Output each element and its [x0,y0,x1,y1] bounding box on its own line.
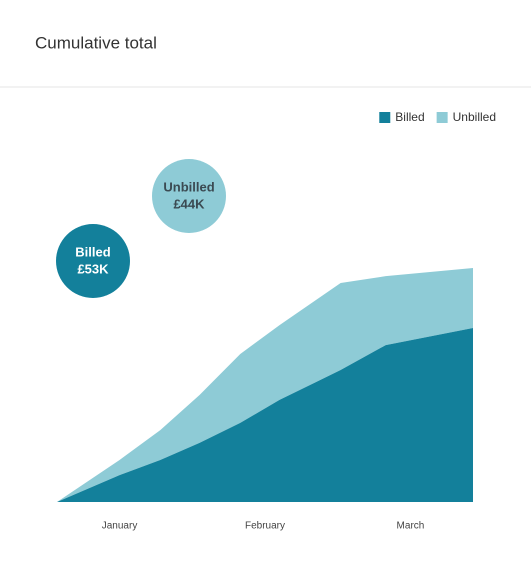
bubble-label: Unbilled [163,179,214,194]
legend-label: Unbilled [453,110,496,124]
bubble [56,224,130,298]
area [57,328,473,502]
bubble [152,159,226,233]
card-title: Cumulative total [35,33,157,52]
legend-swatch [436,112,448,123]
x-tick-label: January [102,521,138,532]
legend-swatch [379,112,391,123]
x-tick-label: February [245,521,285,532]
bubble-amount: £44K [173,196,205,211]
x-tick-label: March [397,521,425,532]
bubble-amount: £53K [77,261,109,276]
bubble-label: Billed [75,244,110,259]
legend-label: Billed [395,110,424,124]
area [57,267,473,502]
